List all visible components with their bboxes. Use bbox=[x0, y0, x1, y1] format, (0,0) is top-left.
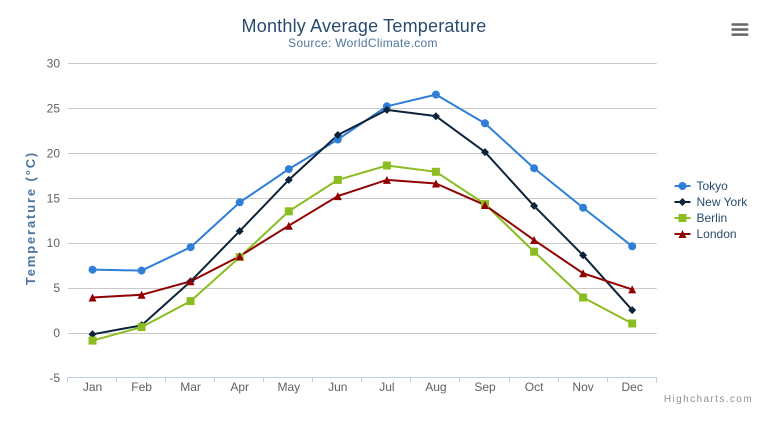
svg-text:Monthly Average Temperature: Monthly Average Temperature bbox=[242, 16, 487, 36]
svg-text:Temperature (°C): Temperature (°C) bbox=[23, 151, 38, 285]
svg-text:London: London bbox=[697, 227, 737, 241]
svg-text:Dec: Dec bbox=[622, 380, 643, 394]
svg-text:Tokyo: Tokyo bbox=[697, 179, 729, 193]
svg-text:30: 30 bbox=[47, 57, 61, 71]
svg-text:Sep: Sep bbox=[474, 380, 496, 394]
svg-text:15: 15 bbox=[47, 191, 61, 205]
svg-text:Source: WorldClimate.com: Source: WorldClimate.com bbox=[288, 36, 438, 50]
svg-text:Jan: Jan bbox=[83, 380, 102, 394]
svg-text:Nov: Nov bbox=[572, 380, 593, 394]
svg-text:25: 25 bbox=[47, 102, 61, 116]
svg-text:10: 10 bbox=[47, 236, 61, 250]
svg-text:20: 20 bbox=[47, 146, 61, 160]
svg-text:Jun: Jun bbox=[328, 380, 347, 394]
svg-text:Berlin: Berlin bbox=[697, 211, 728, 225]
svg-text:New York: New York bbox=[697, 195, 749, 209]
svg-text:Feb: Feb bbox=[131, 380, 152, 394]
svg-text:Oct: Oct bbox=[525, 380, 544, 394]
svg-text:Aug: Aug bbox=[425, 380, 446, 394]
svg-text:Highcharts.com: Highcharts.com bbox=[664, 394, 753, 405]
svg-text:Apr: Apr bbox=[230, 380, 249, 394]
svg-text:Jul: Jul bbox=[379, 380, 394, 394]
svg-text:0: 0 bbox=[53, 326, 60, 340]
svg-text:-5: -5 bbox=[49, 371, 60, 385]
svg-text:5: 5 bbox=[53, 281, 60, 295]
svg-text:May: May bbox=[277, 380, 300, 394]
svg-text:Mar: Mar bbox=[180, 380, 201, 394]
